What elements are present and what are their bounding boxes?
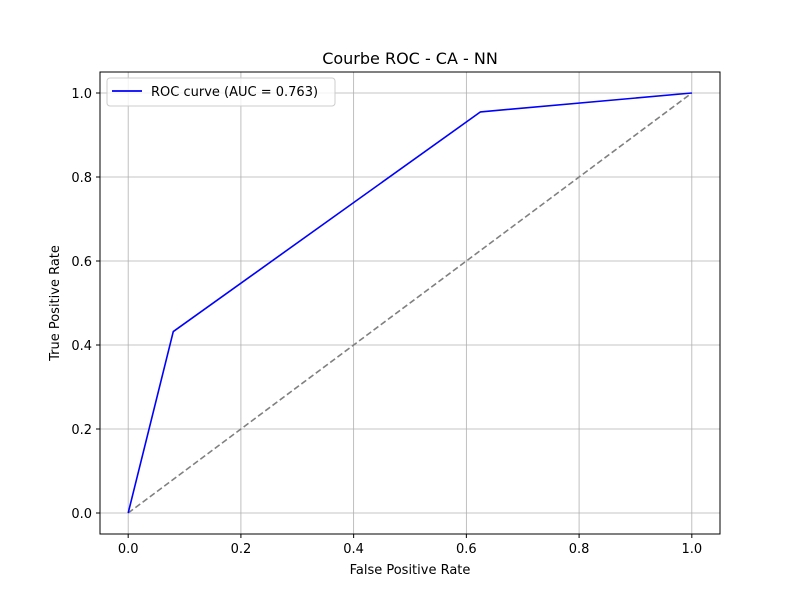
y-tick-label: 0.4	[71, 339, 92, 354]
y-axis-label: True Positive Rate	[48, 245, 63, 362]
legend-label-roc: ROC curve (AUC = 0.763)	[151, 85, 318, 100]
y-tick-label: 0.2	[71, 423, 92, 438]
axis-ticks: 0.0 0.2 0.4 0.6 0.8 1.0 0.0 0.2 0.4 0.6 0.8 1.0	[71, 87, 702, 557]
grid-lines	[100, 72, 720, 534]
x-tick-label: 0.8	[569, 542, 590, 557]
legend-box	[106, 77, 336, 107]
y-tick-label: 0.6	[71, 255, 92, 270]
x-tick-label: 0.2	[231, 542, 252, 557]
x-tick-label: 0.0	[118, 542, 139, 557]
diagonal-reference-line	[127, 92, 693, 514]
x-tick-label: 0.6	[456, 542, 477, 557]
roc-curve-line	[127, 92, 692, 514]
x-axis-label: False Positive Rate	[350, 563, 471, 578]
x-tick-label: 0.4	[343, 542, 364, 557]
legend: ROC curve (AUC = 0.763)	[106, 77, 336, 107]
chart-title: Courbe ROC - CA - NN	[322, 49, 498, 68]
y-tick-label: 0.0	[71, 507, 92, 522]
y-tick-label: 1.0	[71, 87, 92, 102]
series-layer	[127, 92, 693, 514]
x-tick-label: 1.0	[681, 542, 702, 557]
y-tick-label: 0.8	[71, 171, 92, 186]
plot-frame	[99, 71, 721, 535]
